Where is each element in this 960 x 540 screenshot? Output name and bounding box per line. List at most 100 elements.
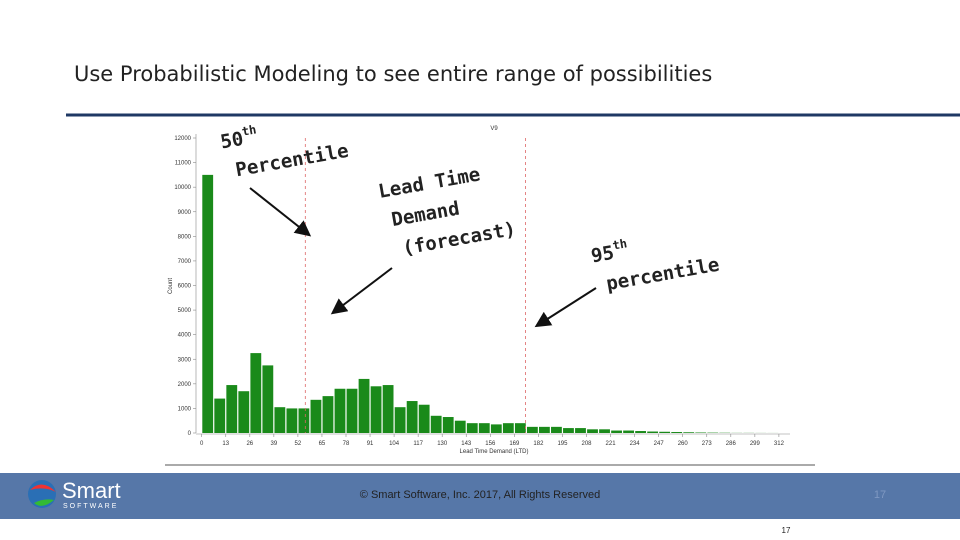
x-tick-label: 195	[557, 441, 568, 447]
y-axis-label: Count	[168, 278, 174, 294]
page-number: 17	[782, 526, 791, 535]
x-tick-label: 13	[222, 441, 229, 447]
x-axis-label: Lead Time Demand (LTD)	[460, 449, 529, 455]
bar	[442, 417, 454, 433]
bar	[478, 423, 490, 433]
bar	[659, 431, 671, 433]
annotation-number: 95	[589, 242, 615, 268]
x-tick-label: 26	[246, 441, 253, 447]
bar	[587, 429, 598, 433]
bar	[514, 423, 526, 433]
copyright: © Smart Software, Inc. 2017, All Rights …	[360, 489, 600, 501]
bar	[226, 385, 238, 433]
bar	[466, 423, 478, 433]
x-tick-label: 286	[726, 441, 737, 447]
x-tick-label: 299	[750, 441, 761, 447]
arrow	[534, 287, 597, 328]
bar	[611, 430, 622, 433]
bar	[454, 420, 466, 433]
page-number: 17	[874, 489, 886, 501]
bar	[394, 407, 406, 433]
x-tick-label: 52	[295, 441, 302, 447]
bar	[286, 408, 298, 433]
y-tick-label: 4000	[178, 333, 192, 339]
y-tick-label: 8000	[178, 234, 192, 240]
logo-mark	[30, 484, 56, 492]
x-tick-label: 104	[389, 441, 400, 447]
bar	[539, 426, 550, 433]
bar	[406, 401, 418, 433]
x-tick-label: 156	[485, 441, 496, 447]
y-tick-label: 10000	[174, 185, 191, 191]
bar	[346, 388, 358, 433]
bar	[683, 432, 695, 433]
x-tick-label: 208	[581, 441, 592, 447]
bar	[551, 426, 562, 433]
y-tick-label: 5000	[178, 308, 192, 314]
annotation-number: 50	[219, 128, 245, 154]
bar	[418, 404, 430, 433]
histogram: 0 1000 2000 3000 4000 5000 6000 7000 8000 9000 100…	[168, 126, 790, 455]
x-tick-label: 130	[437, 441, 448, 447]
arrow	[249, 187, 312, 237]
x-tick-label: 312	[774, 441, 785, 447]
x-tick-label: 78	[343, 441, 350, 447]
bar	[274, 407, 286, 433]
bar	[623, 430, 634, 433]
footer-bar	[0, 473, 960, 519]
x-tick-label: 143	[461, 441, 472, 447]
y-tick-label: 12000	[174, 136, 191, 142]
bar	[647, 431, 659, 433]
bar	[250, 353, 262, 433]
bar	[671, 432, 683, 433]
bar	[599, 429, 610, 433]
bar	[202, 174, 214, 433]
chart-label: V9	[490, 126, 498, 132]
x-tick-label: 0	[200, 441, 204, 447]
bar	[262, 365, 274, 433]
logo-mark	[34, 499, 54, 506]
bar	[334, 388, 346, 433]
y-tick-label: 7000	[178, 259, 192, 265]
arrow	[330, 267, 393, 315]
bar	[430, 415, 442, 433]
bar	[322, 396, 334, 433]
bar	[526, 426, 538, 433]
x-tick-label: 221	[606, 441, 617, 447]
bar	[214, 398, 226, 433]
bar	[382, 385, 394, 433]
slide-title: Use Probabilistic Modeling to see entire…	[74, 62, 712, 86]
x-tick-label: 260	[678, 441, 689, 447]
annotation-text: 50th	[218, 122, 259, 153]
bar	[238, 391, 250, 433]
y-tick-label: 6000	[178, 284, 192, 290]
y-tick-label: 1000	[178, 406, 192, 412]
bar	[490, 424, 502, 433]
bar	[310, 399, 322, 433]
annotation-text: 95th	[589, 236, 630, 267]
y-tick-label: 3000	[178, 357, 192, 363]
x-tick-label: 91	[367, 441, 374, 447]
x-tick-label: 65	[319, 441, 326, 447]
bar	[563, 428, 574, 433]
y-tick-label: 9000	[178, 210, 192, 216]
annotation-suffix: th	[611, 236, 628, 252]
bar	[502, 423, 514, 433]
logo-text: Smart	[62, 478, 121, 503]
y-tick-label: 2000	[178, 382, 192, 388]
logo-subtext: SOFTWARE	[63, 503, 118, 510]
x-tick-label: 39	[271, 441, 278, 447]
bar	[635, 431, 647, 433]
x-tick-label: 169	[509, 441, 520, 447]
x-tick-label: 234	[630, 441, 641, 447]
bar	[575, 428, 586, 433]
x-tick-label: 117	[413, 441, 423, 447]
y-tick-label: 0	[188, 431, 192, 437]
bar	[370, 386, 382, 433]
annotation-suffix: th	[241, 122, 258, 138]
y-tick-label: 11000	[175, 161, 192, 167]
x-tick-label: 247	[654, 441, 665, 447]
bar	[298, 408, 310, 433]
